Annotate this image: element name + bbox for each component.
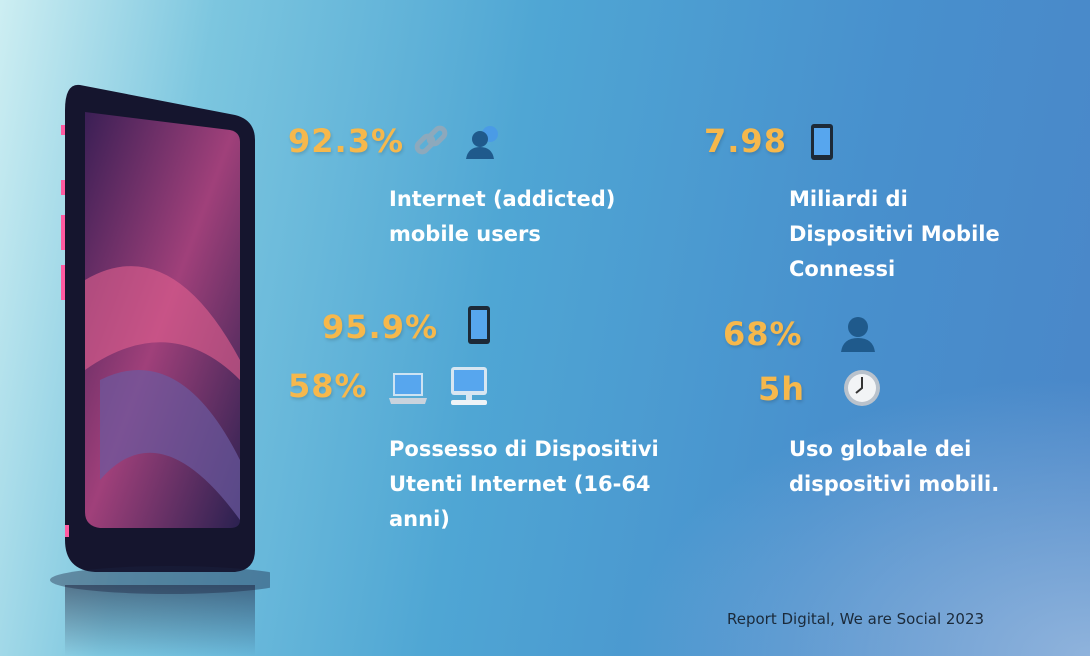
mobile-phone-icon bbox=[811, 124, 833, 160]
clock-icon bbox=[844, 370, 880, 406]
label-line: Miliardi di bbox=[789, 187, 908, 211]
label-line: Dispositivi Mobile bbox=[789, 222, 1000, 246]
label-line: Uso globale dei bbox=[789, 437, 972, 461]
label-line: Utenti Internet (16-64 bbox=[389, 472, 651, 496]
internet-users-label: Internet (addicted) mobile users bbox=[389, 182, 615, 252]
devices-label: Miliardi di Dispositivi Mobile Connessi bbox=[789, 182, 1000, 287]
stat-mobile-ownership-value: 95.9% bbox=[322, 308, 439, 346]
mobile-phone-icon bbox=[468, 306, 490, 344]
stat-mobile-users-value: 68% bbox=[723, 315, 803, 353]
label-line: Connessi bbox=[789, 257, 896, 281]
label-line: dispositivi mobili. bbox=[789, 472, 1000, 496]
usage-label: Uso globale dei dispositivi mobili. bbox=[789, 432, 999, 502]
smartphone-illustration bbox=[50, 84, 270, 656]
link-icon bbox=[414, 125, 448, 155]
laptop-icon bbox=[389, 373, 427, 404]
stat-usage-time-value: 5h bbox=[758, 370, 806, 408]
label-line: anni) bbox=[389, 507, 450, 531]
stat-devices-value: 7.98 bbox=[704, 122, 787, 160]
source-footer: Report Digital, We are Social 2023 bbox=[727, 610, 985, 628]
desktop-computer-icon bbox=[451, 367, 487, 405]
label-line: Possesso di Dispositivi bbox=[389, 437, 659, 461]
stat-internet-users-value: 92.3% bbox=[288, 122, 405, 160]
label-line: Internet (addicted) bbox=[389, 187, 616, 211]
label-line: mobile users bbox=[389, 222, 541, 246]
user-icon bbox=[841, 317, 875, 352]
users-icon bbox=[466, 126, 498, 159]
stat-computer-ownership-value: 58% bbox=[288, 367, 368, 405]
ownership-label: Possesso di Dispositivi Utenti Internet (… bbox=[389, 432, 659, 537]
